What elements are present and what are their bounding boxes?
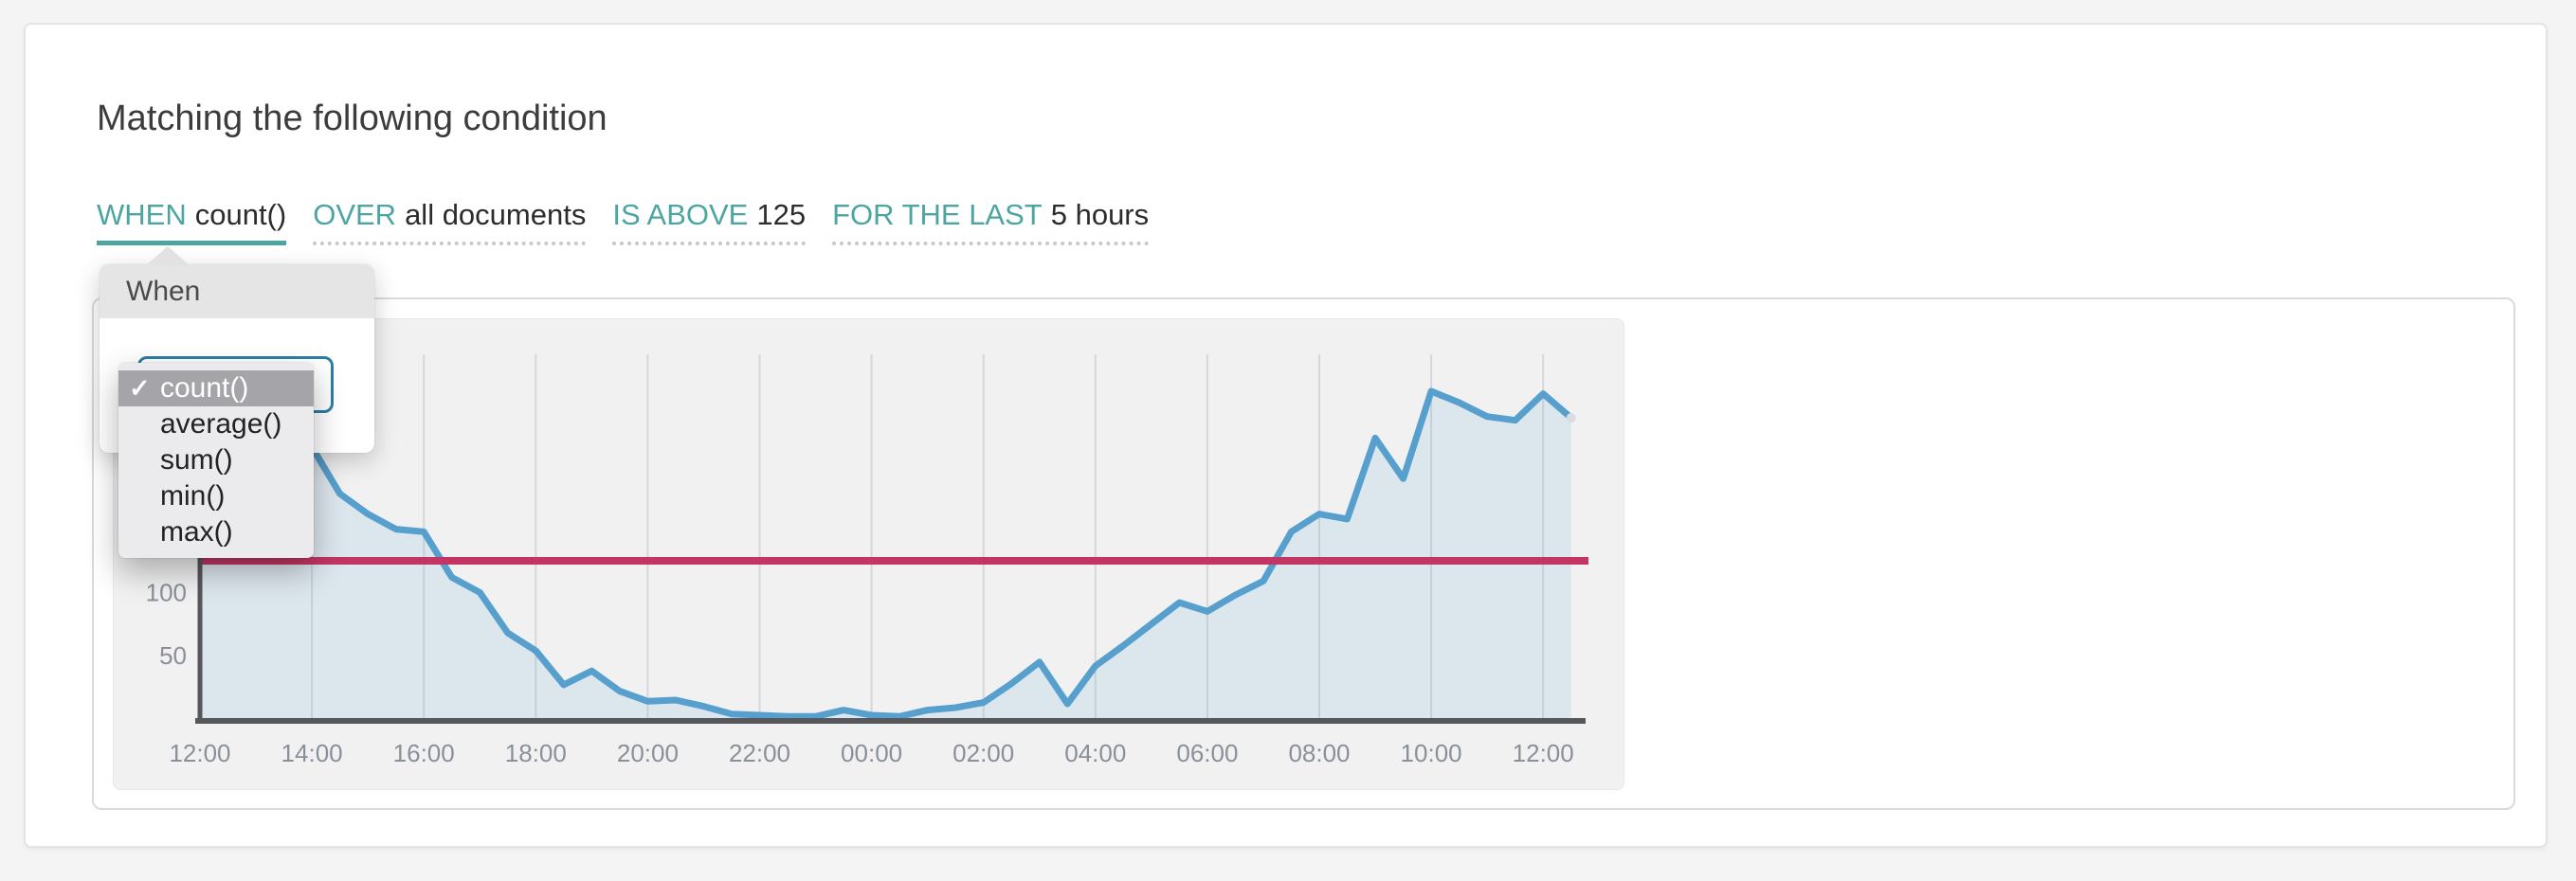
x-axis-label: 12:00 bbox=[169, 739, 230, 767]
x-axis-label: 02:00 bbox=[952, 739, 1014, 767]
y-axis-label: 50 bbox=[159, 641, 187, 670]
chart-svg: 50 100 12:00 14:00 16:00 18:00 20:00 22:00 00:00… bbox=[146, 354, 1588, 767]
expression-over[interactable]: OVER all documents bbox=[313, 198, 587, 245]
expression-when-keyword: WHEN bbox=[97, 198, 187, 231]
popover-title: When bbox=[100, 264, 374, 318]
expression-over-value: all documents bbox=[405, 198, 587, 231]
menu-item-label: average() bbox=[160, 408, 282, 440]
menu-item-sum[interactable]: sum() bbox=[118, 442, 314, 478]
expression-timewindow-value: 5 hours bbox=[1050, 198, 1150, 231]
x-axis-label: 16:00 bbox=[393, 739, 455, 767]
expression-timewindow-keyword: FOR THE LAST bbox=[832, 198, 1043, 231]
x-axis-label: 22:00 bbox=[729, 739, 790, 767]
menu-item-average[interactable]: average() bbox=[118, 406, 314, 442]
menu-item-label: sum() bbox=[160, 444, 233, 476]
x-axis-label: 18:00 bbox=[505, 739, 567, 767]
x-axis-label: 20:00 bbox=[617, 739, 679, 767]
series-area bbox=[200, 391, 1571, 719]
menu-item-count[interactable]: ✓ count() bbox=[118, 370, 314, 406]
condition-card: Matching the following condition WHEN co… bbox=[24, 23, 2548, 848]
expression-when[interactable]: WHEN count() bbox=[97, 198, 287, 245]
x-axis-label: 04:00 bbox=[1064, 739, 1126, 767]
expression-threshold-value: 125 bbox=[756, 198, 807, 231]
expression-timewindow[interactable]: FOR THE LAST 5 hours bbox=[832, 198, 1150, 245]
checkmark-icon: ✓ bbox=[129, 374, 151, 403]
menu-item-max[interactable]: max() bbox=[118, 514, 314, 550]
expression-when-value: count() bbox=[194, 198, 287, 231]
condition-expression: WHEN count() OVER all documents IS ABOVE… bbox=[97, 198, 1150, 245]
x-axis-label: 12:00 bbox=[1513, 739, 1574, 767]
x-axis-label: 10:00 bbox=[1401, 739, 1462, 767]
series-end-dot bbox=[1566, 413, 1576, 423]
x-axis-label: 14:00 bbox=[281, 739, 343, 767]
series-line bbox=[196, 387, 1575, 720]
x-axis-label: 06:00 bbox=[1176, 739, 1238, 767]
menu-item-label: max() bbox=[160, 516, 233, 548]
y-axis-label: 100 bbox=[146, 578, 187, 606]
popover-arrow-icon bbox=[146, 246, 190, 265]
page-title: Matching the following condition bbox=[97, 99, 608, 138]
expression-threshold-keyword: IS ABOVE bbox=[612, 198, 749, 231]
expression-threshold[interactable]: IS ABOVE 125 bbox=[612, 198, 807, 245]
x-axis-label: 08:00 bbox=[1288, 739, 1350, 767]
menu-item-label: count() bbox=[160, 372, 249, 404]
expression-over-keyword: OVER bbox=[313, 198, 397, 231]
aggregation-dropdown-menu: ✓ count() average() sum() min() max() bbox=[118, 363, 314, 558]
menu-item-min[interactable]: min() bbox=[118, 478, 314, 514]
x-axis-label: 00:00 bbox=[841, 739, 902, 767]
menu-item-label: min() bbox=[160, 480, 226, 512]
